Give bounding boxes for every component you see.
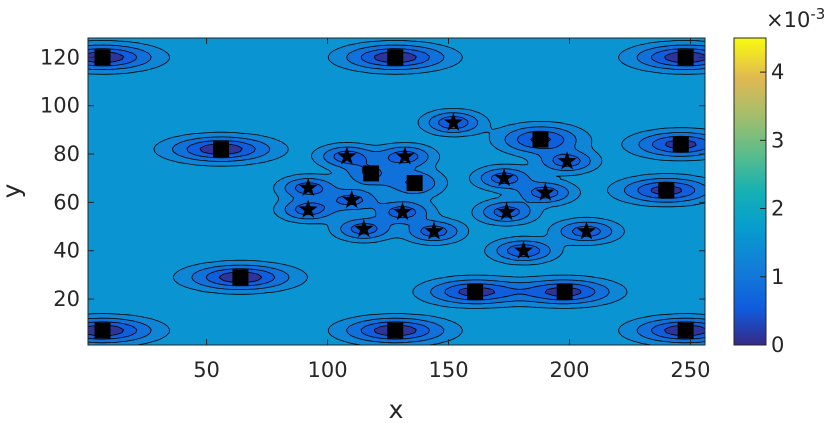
contour-lines <box>87 40 706 346</box>
star-marker <box>337 146 357 165</box>
colorbar-tick-label: 0 <box>771 333 784 357</box>
contour-line-level-4 <box>87 40 706 346</box>
y-axis-title: y <box>0 183 26 198</box>
x-tick-label: 250 <box>670 358 710 382</box>
star-marker <box>576 221 596 240</box>
star-marker <box>497 202 517 221</box>
star-marker <box>557 151 577 170</box>
star-marker <box>354 219 374 238</box>
colorbar-tick-label: 3 <box>771 128 784 152</box>
colorbar-gradient <box>733 37 767 346</box>
colorbar-tick-label: 4 <box>771 60 784 84</box>
y-tick-label: 40 <box>53 239 80 263</box>
square-marker <box>387 322 404 339</box>
star-marker <box>298 177 318 196</box>
plot-frame <box>87 37 706 346</box>
colorbar-ticks: 0 1 2 3 4 <box>760 60 784 357</box>
x-tick-label: 200 <box>549 358 589 382</box>
markers-layer <box>94 49 694 339</box>
star-marker <box>535 182 555 201</box>
square-marker <box>232 269 249 286</box>
contour-field-image <box>88 38 705 345</box>
star-marker <box>494 168 514 187</box>
y-tick-label: 80 <box>53 142 80 166</box>
x-tick-label: 50 <box>193 358 220 382</box>
y-axis: 20 40 60 80 100 120 <box>40 45 705 311</box>
y-tick-label: 20 <box>53 287 80 311</box>
star-marker <box>443 112 463 131</box>
square-marker <box>672 136 689 153</box>
square-marker <box>94 49 111 66</box>
x-tick-label: 100 <box>307 358 347 382</box>
square-marker <box>467 283 484 300</box>
y-tick-label: 120 <box>40 45 80 69</box>
colorbar-tick-label: 2 <box>771 197 784 221</box>
y-tick-label: 100 <box>40 94 80 118</box>
star-marker <box>514 240 533 259</box>
star-marker <box>298 199 318 218</box>
square-marker <box>94 322 111 339</box>
x-tick-label: 150 <box>428 358 468 382</box>
square-marker <box>556 283 573 300</box>
square-marker <box>677 322 694 339</box>
star-marker <box>393 202 413 221</box>
star-marker <box>424 221 444 240</box>
square-marker <box>406 175 423 192</box>
colorbar-exponent: ×10-3 <box>766 5 825 32</box>
square-marker <box>213 141 230 158</box>
square-marker <box>363 165 380 182</box>
square-marker <box>658 182 675 199</box>
plot-area <box>87 37 706 346</box>
colorbar: 0 1 2 3 4 ×10-3 <box>733 5 825 357</box>
contour-line-level-2 <box>87 48 706 340</box>
y-tick-label: 60 <box>53 190 80 214</box>
square-marker <box>677 49 694 66</box>
square-marker <box>387 49 404 66</box>
x-axis-title: x <box>389 395 404 423</box>
star-marker <box>395 146 415 165</box>
x-axis: 50 100 150 200 250 <box>193 38 711 382</box>
star-marker <box>342 190 362 209</box>
square-marker <box>532 131 549 148</box>
colorbar-tick-label: 1 <box>771 265 784 289</box>
contour-line-level-3 <box>87 44 706 344</box>
